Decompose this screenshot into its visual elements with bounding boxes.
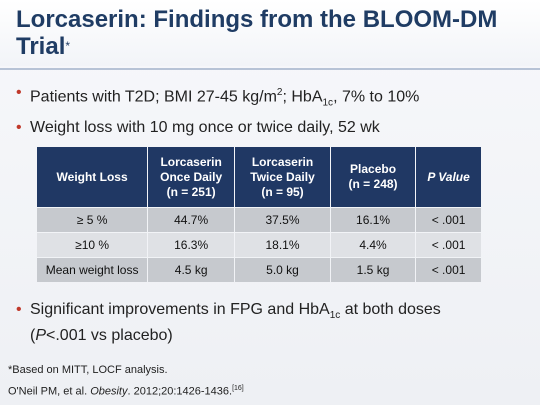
bullet-weight-loss: Weight loss with 10 mg once or twice dai… [16,117,526,139]
header-p-value: P Value [416,147,481,207]
bullet-improvements: Significant improvements in FPG and HbA1… [16,300,526,346]
cell: ≥10 % [37,233,148,257]
table-row: ≥10 % 16.3% 18.1% 4.4% < .001 [37,233,481,257]
bullet-list: Patients with T2D; BMI 27-45 kg/m2; HbA1… [16,82,526,141]
title-bar: Lorcaserin: Findings from the BLOOM-DM T… [0,0,540,66]
header-once-daily: Lorcaserin Once Daily (n = 251) [148,147,235,207]
title-divider [0,68,540,70]
title-asterisk: * [65,39,71,53]
cell: 4.4% [330,233,416,257]
results-table: Weight Loss Lorcaserin Once Daily (n = 251… [36,146,482,283]
footnote: *Based on MITT, LOCF analysis. [8,364,168,376]
slide-title: Lorcaserin: Findings from the BLOOM-DM T… [16,6,498,60]
cell: 5.0 kg [235,258,330,282]
bullet-list-bottom: Significant improvements in FPG and HbA1… [16,300,526,346]
cell: 44.7% [148,208,235,232]
cell: < .001 [416,208,481,232]
table-row: ≥ 5 % 44.7% 37.5% 16.1% < .001 [37,208,481,232]
cell: 1.5 kg [330,258,416,282]
cell: 4.5 kg [148,258,235,282]
cell: ≥ 5 % [37,208,148,232]
header-placebo: Placebo (n = 248) [330,147,416,207]
cell: < .001 [416,258,481,282]
table-header-row: Weight Loss Lorcaserin Once Daily (n = 251… [37,147,481,207]
table-row: Mean weight loss 4.5 kg 5.0 kg 1.5 kg < … [37,258,481,282]
cell: 18.1% [235,233,330,257]
cell: 37.5% [235,208,330,232]
cell: 16.1% [330,208,416,232]
reference: O'Neil PM, et al. Obesity. 2012;20:1426-… [8,385,244,398]
cell: Mean weight loss [37,258,148,282]
header-weight-loss: Weight Loss [37,147,148,207]
cell: 16.3% [148,233,235,257]
bullet-patients: Patients with T2D; BMI 27-45 kg/m2; HbA1… [16,82,526,115]
header-twice-daily: Lorcaserin Twice Daily (n = 95) [235,147,330,207]
cell: < .001 [416,233,481,257]
